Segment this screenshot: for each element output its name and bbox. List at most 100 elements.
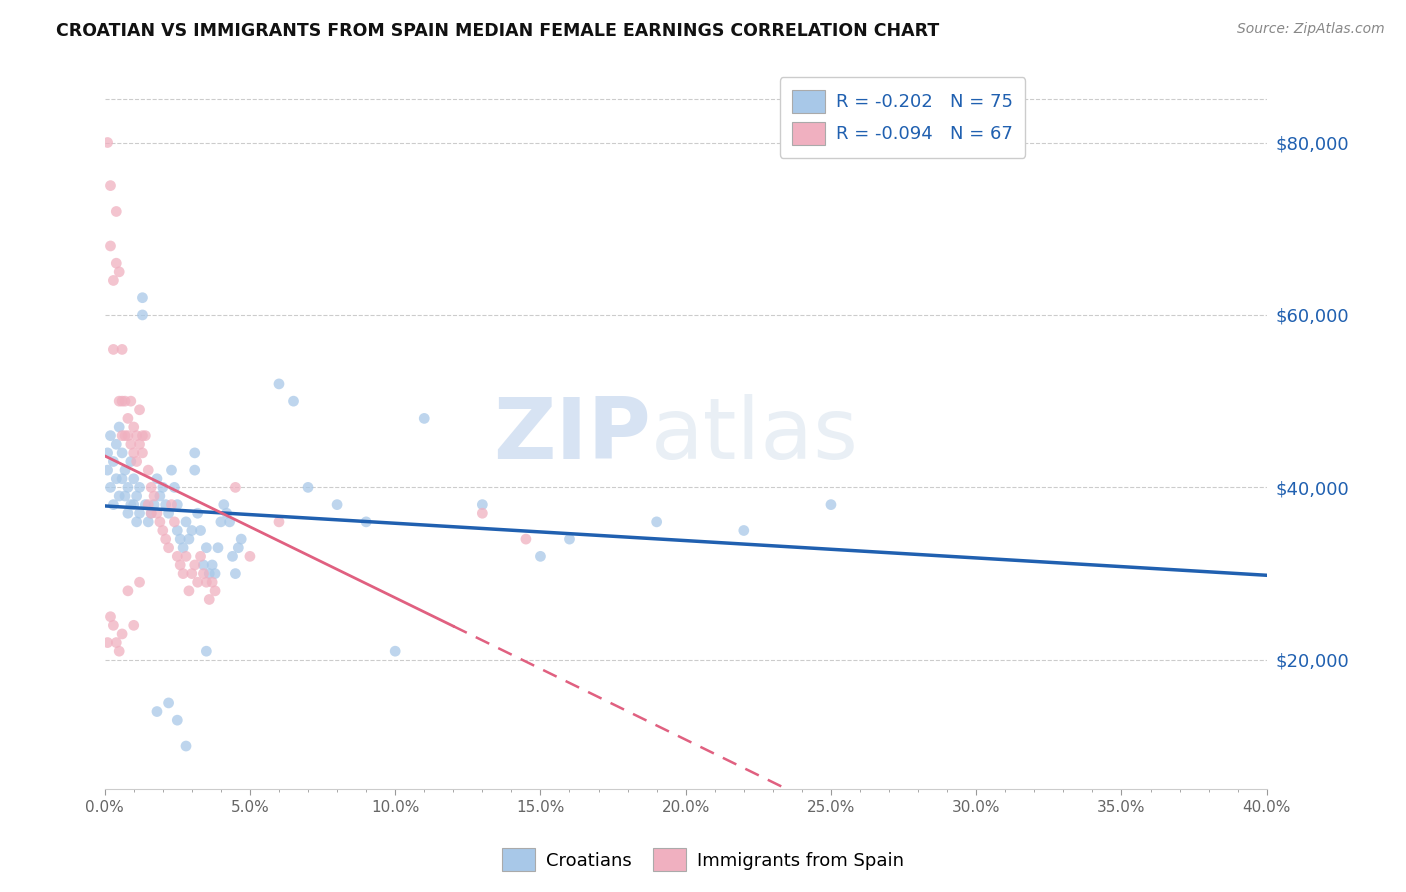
Point — [193, 566, 215, 581]
Point — [111, 394, 134, 409]
Point — [114, 463, 136, 477]
Point — [122, 618, 145, 632]
Point — [136, 498, 159, 512]
Point — [146, 705, 169, 719]
Point — [136, 463, 159, 477]
Point — [209, 515, 232, 529]
Point — [134, 428, 156, 442]
Point — [172, 541, 194, 555]
Point — [155, 532, 177, 546]
Point — [224, 566, 246, 581]
Point — [97, 463, 120, 477]
Point — [193, 558, 215, 572]
Point — [120, 498, 142, 512]
Point — [128, 437, 150, 451]
Point — [166, 549, 188, 564]
Point — [146, 506, 169, 520]
Point — [100, 239, 122, 253]
Point — [177, 532, 200, 546]
Legend: Croatians, Immigrants from Spain: Croatians, Immigrants from Spain — [495, 841, 911, 879]
Text: atlas: atlas — [651, 394, 859, 477]
Point — [111, 428, 134, 442]
Point — [174, 739, 197, 753]
Point — [215, 506, 238, 520]
Point — [105, 204, 128, 219]
Point — [108, 420, 131, 434]
Point — [120, 437, 142, 451]
Point — [103, 498, 125, 512]
Point — [201, 558, 224, 572]
Point — [820, 498, 842, 512]
Point — [117, 411, 139, 425]
Point — [111, 446, 134, 460]
Point — [103, 618, 125, 632]
Point — [122, 446, 145, 460]
Point — [125, 489, 148, 503]
Y-axis label: Median Female Earnings: Median Female Earnings — [0, 343, 7, 529]
Point — [111, 343, 134, 357]
Point — [97, 446, 120, 460]
Point — [190, 524, 212, 538]
Point — [141, 480, 163, 494]
Point — [471, 506, 494, 520]
Point — [105, 437, 128, 451]
Point — [131, 291, 153, 305]
Point — [117, 506, 139, 520]
Point — [97, 136, 120, 150]
Point — [558, 532, 581, 546]
Point — [218, 515, 240, 529]
Point — [103, 343, 125, 357]
Point — [198, 566, 221, 581]
Point — [207, 541, 229, 555]
Point — [471, 498, 494, 512]
Point — [103, 273, 125, 287]
Point — [125, 515, 148, 529]
Point — [134, 498, 156, 512]
Point — [184, 463, 207, 477]
Point — [163, 515, 186, 529]
Point — [231, 532, 253, 546]
Point — [190, 549, 212, 564]
Point — [111, 627, 134, 641]
Point — [108, 489, 131, 503]
Point — [177, 583, 200, 598]
Point — [111, 472, 134, 486]
Point — [204, 566, 226, 581]
Point — [529, 549, 551, 564]
Point — [146, 472, 169, 486]
Point — [157, 541, 180, 555]
Point — [117, 583, 139, 598]
Point — [143, 489, 166, 503]
Point — [136, 515, 159, 529]
Point — [131, 308, 153, 322]
Point — [108, 644, 131, 658]
Point — [122, 472, 145, 486]
Point — [131, 428, 153, 442]
Point — [105, 472, 128, 486]
Point — [239, 549, 262, 564]
Point — [152, 480, 174, 494]
Text: Source: ZipAtlas.com: Source: ZipAtlas.com — [1237, 22, 1385, 37]
Point — [157, 506, 180, 520]
Point — [180, 524, 202, 538]
Point — [114, 428, 136, 442]
Point — [105, 635, 128, 649]
Point — [267, 515, 290, 529]
Point — [108, 394, 131, 409]
Point — [100, 480, 122, 494]
Point — [195, 541, 218, 555]
Point — [157, 696, 180, 710]
Point — [212, 498, 235, 512]
Point — [141, 506, 163, 520]
Point — [174, 549, 197, 564]
Point — [326, 498, 349, 512]
Point — [122, 420, 145, 434]
Point — [152, 524, 174, 538]
Point — [169, 532, 191, 546]
Point — [128, 575, 150, 590]
Point — [125, 454, 148, 468]
Point — [105, 256, 128, 270]
Point — [128, 480, 150, 494]
Point — [100, 428, 122, 442]
Point — [187, 506, 209, 520]
